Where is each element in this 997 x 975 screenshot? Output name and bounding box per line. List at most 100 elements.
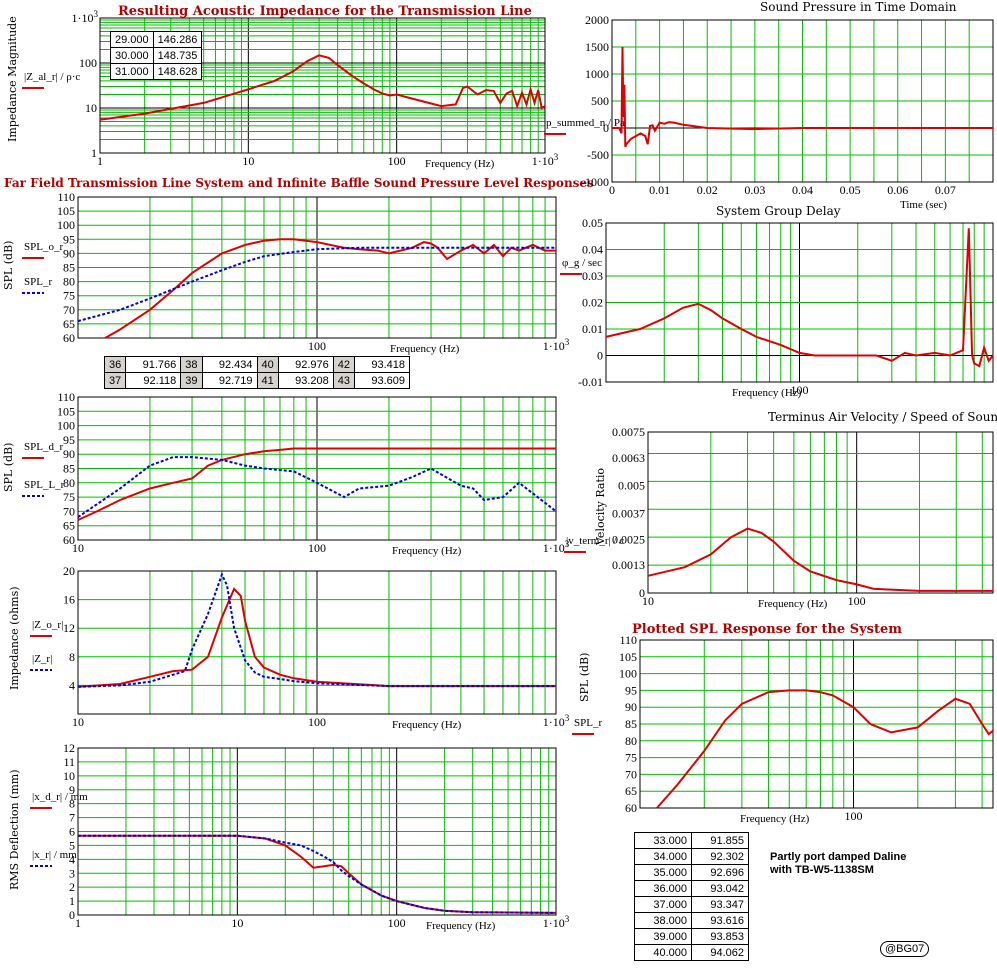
impedance-xtick: 100 — [388, 154, 406, 168]
table-row: 33.000 91.855 — [634, 832, 749, 849]
author-badge: @BG07 — [880, 941, 930, 957]
deflection-xtick: 1 — [75, 916, 81, 930]
drivers-ytick: 90 — [63, 447, 75, 461]
elecimp-ytick: 4 — [69, 678, 75, 692]
farfield-ytick: 95 — [63, 232, 75, 246]
drivers-ytick: 80 — [63, 476, 75, 490]
elecimp-xtick: 10 — [72, 715, 84, 729]
table-row: 37 92.118 39 92.719 41 93.208 43 93.609 — [103, 372, 410, 389]
velocity-xtick: 10 — [642, 594, 654, 608]
table-row: 34.000 92.302 — [634, 848, 749, 865]
impedance-series-1 — [99, 54, 546, 121]
plotted-ytick: 110 — [619, 633, 637, 647]
impedance-xtick: 1 — [97, 154, 103, 168]
deflection-xtick: 10 — [231, 916, 243, 930]
velocity-ytick: 0.0075 — [612, 425, 645, 439]
drivers-legend-1: SPL_d_r — [24, 441, 63, 453]
deflection-ytick: 6 — [69, 825, 75, 839]
velocity-ytick: 0.005 — [618, 479, 645, 493]
groupdelay-ytick: 0.05 — [582, 216, 603, 230]
farfield-legend-1: SPL_o_r — [24, 241, 63, 253]
time-ytick: 1500 — [585, 40, 609, 54]
elecimp-series-1 — [77, 587, 556, 688]
groupdelay-xtick: 100 — [791, 383, 809, 397]
elecimp-xtick: 100 — [308, 715, 326, 729]
plotted-plot — [639, 639, 994, 809]
drivers-ytick: 65 — [63, 519, 75, 533]
groupdelay-frame — [605, 222, 994, 383]
farfield-ytick: 80 — [63, 275, 75, 289]
table-row: 29.000 146.286 — [110, 31, 203, 48]
farfield-xtick: 100 — [308, 339, 326, 353]
time-plot — [611, 19, 994, 183]
drivers-ytick: 95 — [63, 433, 75, 447]
elecimp-xlabel: Frequency (Hz) — [392, 719, 462, 731]
farfield-ytick: 70 — [63, 303, 75, 317]
time-xtick: 0.02 — [697, 183, 718, 197]
plotted-ytick: 95 — [625, 683, 637, 697]
plotted-series-1 — [656, 689, 994, 809]
deflection-ytick: 9 — [69, 783, 75, 797]
design-note-line1: Partly port damped Daline — [770, 851, 907, 863]
drivers-series-2 — [77, 456, 557, 518]
plotted-xlabel: Frequency (Hz) — [740, 813, 810, 825]
deflection-frame — [77, 747, 557, 916]
impedance-xtick: 1·103 — [532, 152, 559, 168]
deflection-ytick: 3 — [69, 866, 75, 880]
table-row: 30.000 148.735 — [110, 47, 203, 64]
deflection-ytick: 7 — [69, 811, 75, 825]
plotted-ytick: 100 — [619, 667, 637, 681]
groupdelay-xlabel: Frequency (Hz) — [732, 387, 802, 399]
groupdelay-ytick: 0.03 — [582, 269, 603, 283]
plotted-ytick: 80 — [625, 734, 637, 748]
drivers-xtick: 100 — [308, 541, 326, 555]
drivers-ytick: 85 — [63, 462, 75, 476]
table-row: 40.000 94.062 — [634, 944, 749, 961]
groupdelay-legend: φ_g / sec — [562, 257, 602, 269]
plotted-ytick: 105 — [619, 650, 637, 664]
elecimp-ytick: 8 — [69, 650, 75, 664]
impedance-table: 29.000 146.286 30.000 148.735 31.000 148.62… — [110, 31, 203, 80]
impedance-ytick: 100 — [79, 56, 97, 70]
table-row: 31.000 148.628 — [110, 63, 203, 80]
time-ytick: -500 — [587, 148, 609, 162]
plotted-xtick: 100 — [845, 809, 863, 823]
plotted-legend: SPL_r — [574, 717, 602, 729]
elecimp-ytick: 16 — [63, 593, 75, 607]
plotted-ytick: 75 — [625, 751, 637, 765]
groupdelay-plot — [605, 222, 994, 383]
deflection-xtick: 100 — [388, 916, 406, 930]
elecimp-plot — [77, 570, 557, 715]
table-row: 36.000 93.042 — [634, 880, 749, 897]
deflection-ytick: 2 — [69, 880, 75, 894]
farfield-ytick: 75 — [63, 289, 75, 303]
farfield-legend-2: SPL_r — [24, 276, 52, 288]
time-ytick: 0 — [603, 121, 609, 135]
groupdelay-ytick: 0 — [597, 349, 603, 363]
impedance-ytick: 10 — [85, 101, 97, 115]
time-xtick: 0.01 — [649, 183, 670, 197]
farfield-title: Far Field Transmission Line System and I… — [4, 176, 594, 190]
plotted-ytick: 60 — [625, 801, 637, 815]
velocity-frame — [647, 431, 994, 594]
drivers-ytick: 60 — [63, 533, 75, 547]
elecimp-legend-1: |Z_o_r| — [32, 619, 63, 631]
time-legend: p_summed_n / Pa — [546, 117, 625, 129]
time-ytick: 2000 — [585, 13, 609, 27]
drivers-ytick: 100 — [57, 419, 75, 433]
plotted-ytick: 70 — [625, 767, 637, 781]
time-xtick: 0.03 — [744, 183, 765, 197]
velocity-plot — [647, 431, 994, 594]
groupdelay-ytick: 0.01 — [582, 322, 603, 336]
time-xtick: 0.04 — [792, 183, 813, 197]
groupdelay-title: System Group Delay — [716, 204, 841, 218]
elecimp-series-2 — [77, 571, 556, 688]
farfield-series-2 — [77, 246, 556, 323]
deflection-legend-2: |x_r| / mm — [32, 849, 77, 861]
elecimp-legend-2: |Z_r| — [32, 653, 52, 665]
plotted-ytick: 90 — [625, 700, 637, 714]
time-frame — [611, 19, 994, 183]
farfield-ytick: 60 — [63, 331, 75, 345]
farfield-ytick: 100 — [57, 218, 75, 232]
